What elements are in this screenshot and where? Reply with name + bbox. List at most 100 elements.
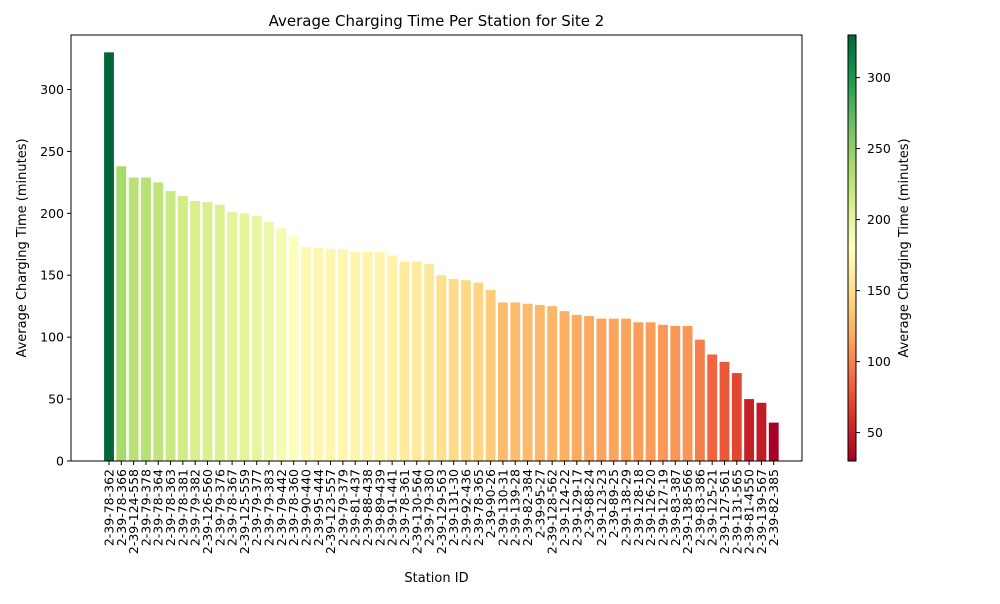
bar-2-39-90-26	[485, 290, 496, 461]
bar-2-39-131-30	[448, 278, 459, 461]
x-tick-label: 2-39-90-26	[483, 469, 498, 538]
bar-2-39-79-382	[190, 200, 201, 461]
bar-2-39-89-439	[374, 251, 385, 461]
bar-2-39-83-386	[694, 339, 705, 461]
x-tick-label: 2-39-78-361	[397, 469, 412, 546]
x-tick-label: 2-39-89-25	[606, 469, 621, 538]
colorbar-ticks: 50 100 150 200 250 300	[856, 70, 891, 440]
bar-2-39-79-379	[337, 249, 348, 461]
x-tick-label: 2-39-123-23	[594, 469, 609, 546]
y-tick-label: 50	[48, 392, 64, 407]
bar-2-39-79-380	[424, 264, 434, 461]
bar-2-39-89-25	[608, 318, 619, 461]
bar-2-39-129-563	[436, 275, 447, 461]
bar-2-39-124-558	[128, 177, 139, 461]
x-tick-label: 2-39-130-31	[495, 469, 510, 546]
x-tick-label: 2-39-82-385	[766, 469, 781, 546]
bar-2-39-126-560	[202, 202, 213, 461]
colorbar-tick-label: 100	[867, 354, 891, 369]
x-tick-label: 2-39-81-437	[348, 469, 363, 546]
bar-2-39-81-437	[350, 251, 361, 461]
x-tick-label: 2-39-78-363	[163, 469, 178, 546]
colorbar-tick-label: 200	[867, 212, 891, 227]
y-tick-label: 100	[40, 330, 64, 345]
x-tick-label: 2-39-130-564	[409, 469, 424, 554]
x-tick-label: 2-39-79-379	[335, 469, 350, 546]
colorbar-tick-label: 300	[867, 70, 891, 85]
x-tick-label: 2-39-88-438	[360, 469, 375, 546]
bar-2-39-90-440	[301, 246, 311, 461]
bar-2-39-127-561	[719, 361, 730, 461]
bar-2-39-139-567	[756, 402, 767, 461]
bar-2-39-88-438	[362, 251, 373, 461]
bar-2-39-130-564	[411, 261, 422, 461]
x-tick-label: 2-39-124-22	[557, 469, 572, 546]
x-tick-label: 2-39-78-362	[102, 469, 117, 546]
x-tick-label: 2-39-82-384	[520, 469, 535, 546]
x-tick-label: 2-39-88-24	[582, 469, 597, 538]
bar-2-39-79-376	[214, 204, 225, 461]
bar-2-39-125-21	[707, 354, 718, 461]
x-tick-label: 2-39-129-17	[569, 469, 584, 546]
y-tick-label: 300	[40, 82, 64, 97]
x-tick-label: 2-39-79-380	[422, 469, 437, 546]
bar-2-39-78-361	[399, 261, 410, 461]
x-tick-label: 2-39-95-444	[311, 469, 326, 546]
y-axis-title: Average Charging Time (minutes)	[15, 138, 30, 357]
x-axis-title: Station ID	[404, 571, 468, 586]
bar-2-39-78-360	[288, 235, 299, 461]
x-tick-label: 2-39-79-376	[212, 469, 227, 546]
bar-2-39-126-20	[645, 322, 656, 461]
bar-2-39-95-444	[313, 248, 324, 461]
x-tick-label: 2-39-126-20	[643, 469, 658, 546]
x-tick-label: 2-39-131-565	[729, 469, 744, 554]
x-tick-label: 2-39-128-562	[545, 469, 560, 554]
x-tick-label: 2-39-138-566	[680, 469, 695, 554]
bar-2-39-82-385	[768, 422, 779, 461]
x-tick-label: 2-39-78-365	[471, 469, 486, 546]
x-tick-label: 2-39-79-377	[249, 469, 264, 546]
bar-2-39-91-441	[387, 255, 398, 461]
x-tick-label: 2-39-125-21	[705, 469, 720, 546]
bar-2-39-138-29	[621, 318, 631, 461]
bar-2-39-81-4550	[744, 399, 755, 461]
bar-2-39-78-364	[153, 182, 164, 461]
bar-2-39-127-19	[658, 324, 668, 461]
bars-group	[104, 52, 779, 462]
bar-2-39-78-366	[116, 166, 127, 461]
x-tick-label: 2-39-78-360	[286, 469, 301, 546]
colorbar-tick-label: 50	[867, 425, 883, 440]
bar-2-39-78-365	[473, 282, 484, 461]
x-tick-label: 2-39-79-442	[274, 469, 289, 546]
bar-2-39-78-367	[227, 212, 238, 461]
x-tick-label: 2-39-92-436	[458, 469, 473, 546]
colorbar-tick-label: 150	[867, 283, 891, 298]
y-tick-label: 200	[40, 206, 64, 221]
bar-2-39-128-562	[547, 306, 558, 461]
y-tick-label: 150	[40, 268, 64, 283]
bar-2-39-79-442	[276, 228, 287, 461]
colorbar-tick-label: 250	[867, 141, 891, 156]
bar-2-39-78-381	[177, 195, 188, 462]
x-tick-label: 2-39-124-558	[126, 469, 141, 554]
x-tick-label: 2-39-125-559	[237, 469, 252, 554]
x-tick-label: 2-39-90-440	[298, 469, 313, 546]
plot-frame	[70, 34, 803, 462]
x-tick-label: 2-39-81-4550	[742, 469, 757, 554]
bar-2-39-79-377	[251, 215, 262, 461]
x-tick-label: 2-39-91-441	[385, 469, 400, 546]
colorbar-gradient	[847, 34, 857, 462]
x-tick-label: 2-39-89-439	[372, 469, 387, 546]
x-tick-label: 2-39-79-383	[262, 469, 277, 546]
y-tick-label: 250	[40, 144, 64, 159]
x-tick-label: 2-39-139-28	[508, 469, 523, 546]
bar-2-39-124-22	[559, 311, 570, 461]
x-tick-label: 2-39-78-364	[151, 469, 166, 546]
chart-title: Average Charging Time Per Station for Si…	[269, 12, 605, 30]
bar-2-39-130-31	[498, 302, 508, 461]
x-tick-label: 2-39-83-387	[668, 469, 683, 546]
x-tick-label: 2-39-131-30	[446, 469, 461, 546]
bar-2-39-82-384	[522, 303, 533, 461]
bar-2-39-79-383	[264, 221, 274, 461]
x-tick-label: 2-39-127-19	[655, 469, 670, 546]
